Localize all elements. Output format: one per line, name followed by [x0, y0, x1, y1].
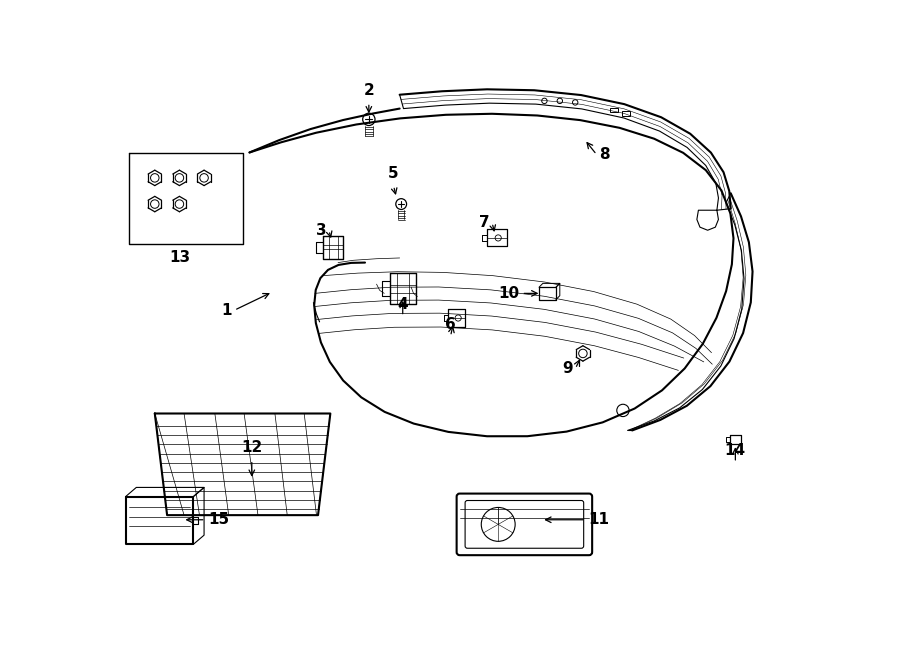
Text: 14: 14 — [724, 443, 746, 458]
Text: 9: 9 — [562, 362, 573, 376]
Text: 4: 4 — [398, 297, 408, 312]
Text: 2: 2 — [364, 83, 374, 98]
Text: 5: 5 — [388, 166, 399, 181]
Bar — [610, 108, 617, 112]
Bar — [622, 111, 630, 116]
Text: 10: 10 — [498, 286, 519, 301]
Text: 11: 11 — [589, 512, 609, 527]
Text: 7: 7 — [479, 215, 490, 230]
Text: 6: 6 — [446, 317, 455, 332]
Text: 3: 3 — [316, 223, 327, 238]
Text: 1: 1 — [221, 303, 232, 318]
Text: 12: 12 — [241, 440, 263, 455]
Text: 8: 8 — [599, 147, 609, 163]
Text: 13: 13 — [169, 251, 190, 265]
Text: 15: 15 — [208, 512, 229, 527]
